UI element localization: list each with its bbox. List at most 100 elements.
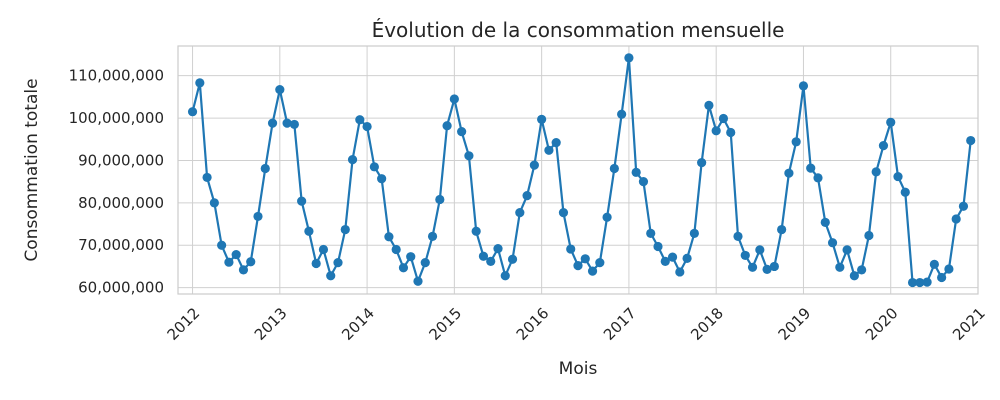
data-point (573, 261, 583, 271)
data-point (238, 265, 249, 275)
data-point (966, 135, 976, 146)
series-line (191, 56, 972, 284)
data-point (784, 168, 794, 178)
data-point (558, 208, 569, 218)
data-point (820, 217, 830, 227)
data-point (311, 258, 321, 269)
data-point (478, 251, 489, 261)
data-point (486, 256, 496, 266)
data-point (958, 201, 969, 211)
data-point (806, 163, 816, 173)
x-tick-label: 2014 (338, 304, 378, 344)
data-point (726, 127, 736, 138)
data-point (544, 145, 554, 155)
data-point (595, 258, 605, 268)
data-point (267, 118, 278, 128)
data-point (617, 109, 627, 119)
data-point (878, 141, 889, 151)
series-group (187, 53, 976, 288)
data-point (224, 257, 234, 267)
data-point (798, 81, 809, 91)
data-point (326, 271, 336, 281)
data-point (827, 238, 838, 248)
data-point (187, 107, 198, 117)
data-point (500, 271, 510, 281)
data-point (347, 155, 358, 165)
data-point (413, 276, 423, 286)
data-point (886, 117, 896, 127)
plot-frame (177, 45, 979, 295)
data-point (522, 191, 532, 201)
data-point (369, 162, 379, 172)
data-point (944, 264, 954, 274)
data-point (318, 244, 329, 255)
y-tick-label: 80,000,000 (78, 194, 164, 212)
data-point (289, 119, 299, 130)
data-point (515, 208, 525, 218)
data-point (471, 226, 481, 236)
x-tick-label: 2012 (164, 304, 204, 344)
data-point (398, 263, 409, 273)
data-point (420, 258, 430, 268)
data-point (355, 115, 365, 125)
data-point (624, 53, 634, 63)
data-point (646, 228, 656, 238)
x-tick-label: 2020 (862, 304, 902, 344)
data-point (304, 226, 314, 236)
data-point (282, 118, 292, 128)
data-point (449, 94, 459, 104)
data-point (551, 138, 561, 148)
data-point (377, 174, 387, 184)
data-point (718, 113, 729, 124)
y-tick-label: 100,000,000 (69, 109, 164, 127)
data-point (464, 151, 474, 161)
grid (178, 46, 979, 294)
data-point (209, 198, 219, 208)
data-point (217, 240, 227, 250)
data-point (951, 214, 961, 224)
data-point (704, 100, 714, 110)
data-point (871, 167, 881, 177)
data-point (362, 121, 372, 132)
data-point (275, 85, 285, 95)
data-point (297, 196, 307, 206)
data-point (406, 252, 416, 262)
data-point (631, 167, 641, 177)
data-point (609, 163, 619, 174)
data-point (442, 121, 452, 131)
data-point (900, 187, 910, 197)
data-point (587, 266, 598, 276)
data-point (711, 126, 721, 136)
chart-title: Évolution de la consommation mensuelle (372, 18, 785, 42)
data-point (427, 231, 438, 241)
data-point (667, 252, 678, 262)
data-point (675, 267, 685, 277)
data-point (937, 272, 947, 283)
data-point (333, 258, 343, 268)
data-point (580, 254, 590, 264)
data-point (457, 127, 467, 137)
data-point (507, 254, 518, 264)
data-point (340, 224, 350, 235)
y-tick-label: 110,000,000 (69, 67, 164, 85)
x-tick-label: 2017 (600, 304, 640, 344)
data-point (762, 264, 772, 275)
data-point (929, 259, 939, 269)
data-point (537, 114, 547, 124)
data-point (682, 253, 692, 263)
data-point (246, 257, 256, 267)
data-point (697, 157, 707, 168)
data-point (864, 230, 874, 241)
x-tick-label: 2015 (425, 304, 465, 344)
y-tick-label: 90,000,000 (78, 151, 164, 169)
data-point (769, 261, 779, 272)
data-point (231, 249, 241, 260)
data-point (202, 172, 212, 183)
data-point (777, 224, 787, 235)
data-point (638, 177, 649, 187)
data-point (384, 232, 394, 242)
data-point (253, 211, 263, 222)
data-point (922, 277, 932, 287)
